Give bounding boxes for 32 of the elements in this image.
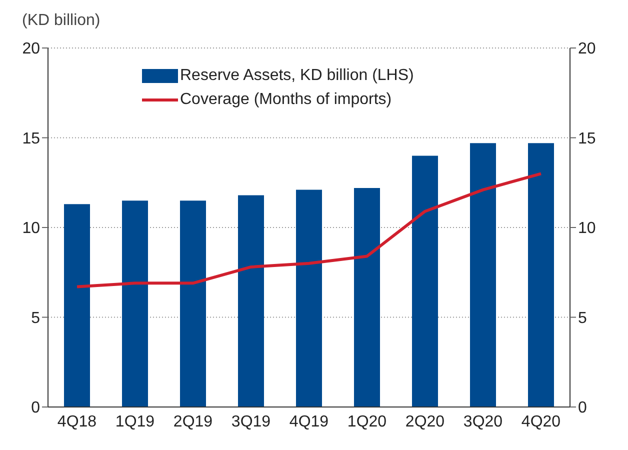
y2-tick-label: 15 xyxy=(578,130,596,148)
x-tick-label: 3Q19 xyxy=(231,413,271,430)
y-tick-label: 15 xyxy=(22,130,40,148)
y-tick-label: 5 xyxy=(31,310,40,327)
x-tick-label: 2Q20 xyxy=(405,413,445,430)
legend-label: Coverage (Months of imports) xyxy=(180,91,392,109)
x-tick-label: 4Q19 xyxy=(289,413,329,430)
y-tick-label: 0 xyxy=(31,400,40,417)
bar xyxy=(354,188,380,407)
y2-tick-label: 5 xyxy=(578,310,587,327)
bar xyxy=(296,190,322,407)
bar xyxy=(470,143,496,407)
y2-tick-label: 10 xyxy=(578,220,596,238)
bar xyxy=(122,200,148,407)
x-tick-label: 4Q18 xyxy=(57,413,97,430)
y-axis-title: (KD billion) xyxy=(22,12,100,30)
x-tick-label: 3Q20 xyxy=(463,413,503,430)
y2-tick-label: 0 xyxy=(578,400,587,417)
bar xyxy=(528,143,554,407)
y2-tick-label: 20 xyxy=(578,40,596,58)
x-tick-label: 4Q20 xyxy=(521,413,561,430)
bar xyxy=(412,156,438,407)
legend-label: Reserve Assets, KD billion (LHS) xyxy=(180,67,414,85)
bar xyxy=(64,204,90,407)
y-tick-label: 10 xyxy=(22,220,40,238)
bar xyxy=(238,195,264,407)
y-tick-label: 20 xyxy=(22,40,40,58)
x-tick-label: 1Q19 xyxy=(115,413,155,430)
bar xyxy=(180,200,206,407)
x-tick-label: 1Q20 xyxy=(347,413,387,430)
line-series xyxy=(76,172,542,288)
x-tick-label: 2Q19 xyxy=(173,413,213,430)
